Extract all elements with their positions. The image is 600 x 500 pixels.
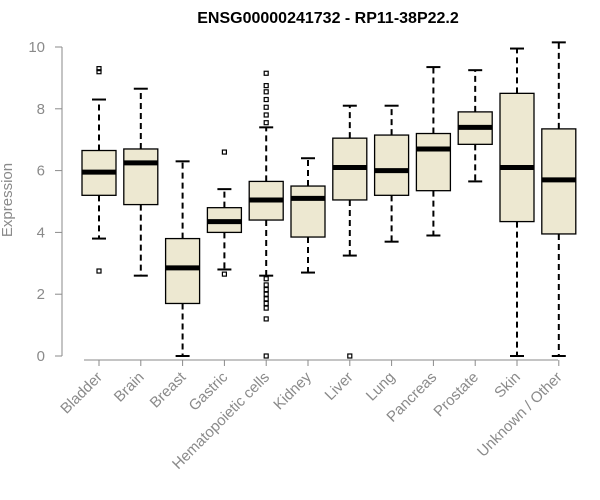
y-tick-label: 10 xyxy=(28,39,45,56)
outlier-point xyxy=(347,353,353,359)
y-axis-label: Expression xyxy=(0,163,16,237)
outlier-point xyxy=(263,104,269,110)
box-group xyxy=(415,66,452,237)
outlier-point xyxy=(96,268,102,274)
x-tick-label: Kidney xyxy=(270,368,315,413)
x-tick-label: Bladder xyxy=(57,369,106,418)
x-tick-label: Prostate xyxy=(430,369,482,421)
outlier-point xyxy=(263,70,269,76)
box xyxy=(415,132,452,192)
outlier-point xyxy=(263,83,269,89)
outlier-point xyxy=(263,96,269,103)
box-group xyxy=(499,47,535,357)
y-tick-label: 2 xyxy=(37,286,45,303)
y-tick-label: 0 xyxy=(37,348,45,365)
box xyxy=(164,237,201,305)
y-ticks: 0 2 4 6 8 10 xyxy=(28,39,62,365)
box-group xyxy=(123,87,159,277)
x-tick-label: Lung xyxy=(363,369,399,405)
outlier-point xyxy=(263,291,269,297)
box xyxy=(499,92,535,223)
chart-title: ENSG00000241732 - RP11-38P22.2 xyxy=(197,10,459,27)
outlier-point xyxy=(263,296,269,302)
outlier-point xyxy=(221,149,227,155)
outlier-point xyxy=(263,112,269,118)
box-group xyxy=(541,41,577,357)
y-tick-label: 4 xyxy=(37,224,45,241)
outlier-point xyxy=(263,353,269,359)
outlier-point xyxy=(263,282,269,288)
x-tick-label: Skin xyxy=(491,369,524,402)
box xyxy=(290,185,326,238)
box-group xyxy=(164,160,201,357)
outlier-point xyxy=(263,300,269,307)
x-tick-label: Breast xyxy=(147,368,190,411)
box-group xyxy=(81,66,117,274)
box-group xyxy=(373,104,410,243)
box xyxy=(373,134,410,196)
outlier-point xyxy=(96,69,102,75)
box-group xyxy=(457,69,493,183)
boxes xyxy=(81,41,577,359)
x-tick-label: Brain xyxy=(111,369,148,406)
outlier-point xyxy=(263,316,269,322)
outlier-point xyxy=(263,120,269,126)
outlier-point xyxy=(263,305,269,311)
x-tick-label: Liver xyxy=(322,369,357,404)
outlier-point xyxy=(221,271,227,277)
y-tick-label: 6 xyxy=(37,163,45,180)
box-group xyxy=(206,149,243,277)
y-tick-label: 8 xyxy=(37,101,45,118)
box xyxy=(123,148,159,206)
outlier-point xyxy=(263,276,269,282)
box-group xyxy=(290,157,326,274)
box-group xyxy=(248,70,284,359)
outlier-point xyxy=(263,286,269,293)
box-group xyxy=(332,104,368,359)
outlier-point xyxy=(96,66,102,72)
outlier-point xyxy=(263,89,269,95)
